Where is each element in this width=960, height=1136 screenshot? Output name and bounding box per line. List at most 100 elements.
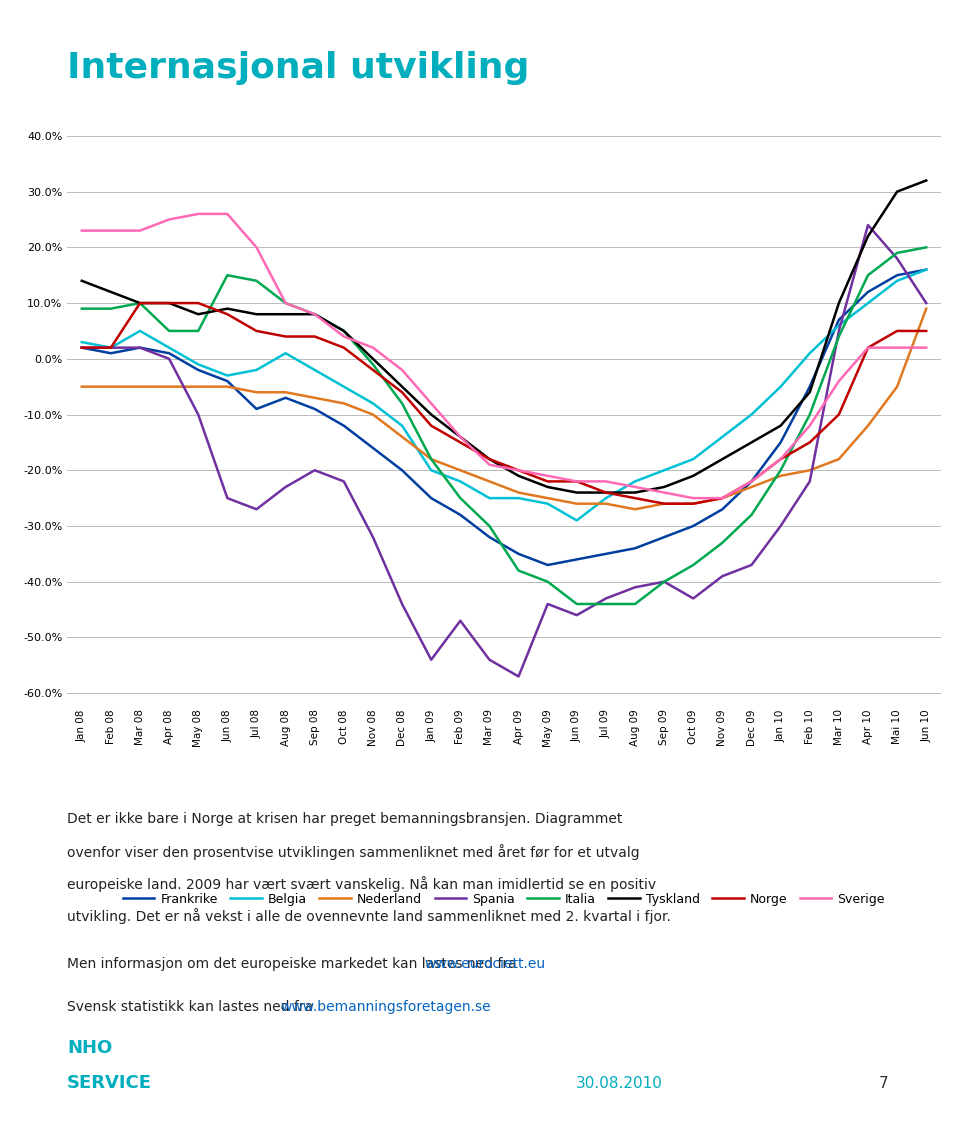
Spania	[396, 598, 408, 611]
Sverige	[251, 241, 262, 254]
Nederland	[571, 496, 583, 510]
Spania	[921, 296, 932, 310]
Text: 30.08.2010: 30.08.2010	[576, 1076, 662, 1091]
Belgia	[163, 341, 175, 354]
Italia	[396, 396, 408, 410]
Belgia	[367, 396, 378, 410]
Sverige	[222, 207, 233, 220]
Norge	[541, 475, 553, 488]
Italia	[105, 302, 117, 316]
Norge	[600, 486, 612, 500]
Norge	[891, 324, 902, 337]
Tyskland	[163, 296, 175, 310]
Tyskland	[513, 469, 524, 483]
Nederland	[454, 463, 466, 477]
Spania	[280, 481, 292, 494]
Italia	[862, 268, 874, 282]
Tyskland	[338, 324, 349, 337]
Frankrike	[716, 502, 728, 516]
Frankrike	[192, 364, 204, 377]
Nederland	[338, 396, 349, 410]
Spania	[600, 592, 612, 605]
Italia	[134, 296, 146, 310]
Spania	[833, 324, 845, 337]
Frankrike	[804, 379, 815, 393]
Frankrike	[425, 491, 437, 504]
Norge	[425, 419, 437, 433]
Nederland	[833, 452, 845, 466]
Belgia	[338, 379, 349, 393]
Frankrike	[105, 346, 117, 360]
Text: Det er ikke bare i Norge at krisen har preget bemanningsbransjen. Diagrammet: Det er ikke bare i Norge at krisen har p…	[67, 812, 623, 826]
Belgia	[571, 513, 583, 527]
Italia	[630, 598, 641, 611]
Spania	[484, 653, 495, 667]
Text: SERVICE: SERVICE	[67, 1074, 153, 1092]
Norge	[862, 341, 874, 354]
Norge	[134, 296, 146, 310]
Spania	[513, 669, 524, 683]
Frankrike	[134, 341, 146, 354]
Spania	[134, 341, 146, 354]
Text: www.eurociett.eu: www.eurociett.eu	[424, 957, 545, 970]
Spania	[163, 352, 175, 366]
Legend: Frankrike, Belgia, Nederland, Spania, Italia, Tyskland, Norge, Sverige: Frankrike, Belgia, Nederland, Spania, It…	[118, 888, 890, 911]
Norge	[921, 324, 932, 337]
Belgia	[280, 346, 292, 360]
Tyskland	[541, 481, 553, 494]
Belgia	[251, 364, 262, 377]
Text: utvikling. Det er nå vekst i alle de ovennevnte land sammenliknet med 2. kvartal: utvikling. Det er nå vekst i alle de ove…	[67, 908, 671, 924]
Italia	[513, 563, 524, 577]
Nederland	[396, 431, 408, 444]
Nederland	[425, 452, 437, 466]
Norge	[367, 364, 378, 377]
Norge	[192, 296, 204, 310]
Frankrike	[891, 268, 902, 282]
Sverige	[804, 419, 815, 433]
Sverige	[687, 491, 699, 504]
Belgia	[746, 408, 757, 421]
Sverige	[659, 486, 670, 500]
Frankrike	[396, 463, 408, 477]
Norge	[716, 491, 728, 504]
Sverige	[280, 296, 292, 310]
Spania	[251, 502, 262, 516]
Nederland	[891, 379, 902, 393]
Sverige	[309, 308, 321, 321]
Norge	[659, 496, 670, 510]
Norge	[804, 435, 815, 449]
Belgia	[891, 274, 902, 287]
Tyskland	[134, 296, 146, 310]
Frankrike	[571, 552, 583, 566]
Nederland	[746, 481, 757, 494]
Spania	[367, 531, 378, 544]
Spania	[746, 558, 757, 571]
Belgia	[134, 324, 146, 337]
Norge	[833, 408, 845, 421]
Tyskland	[251, 308, 262, 321]
Tyskland	[105, 285, 117, 299]
Text: europeiske land. 2009 har vært svært vanskelig. Nå kan man imidlertid se en posi: europeiske land. 2009 har vært svært van…	[67, 876, 657, 892]
Belgia	[804, 346, 815, 360]
Line: Norge: Norge	[82, 303, 926, 503]
Nederland	[659, 496, 670, 510]
Nederland	[280, 385, 292, 399]
Belgia	[454, 475, 466, 488]
Spania	[571, 609, 583, 623]
Spania	[687, 592, 699, 605]
Tyskland	[775, 419, 786, 433]
Spania	[222, 491, 233, 504]
Italia	[163, 324, 175, 337]
Tyskland	[192, 308, 204, 321]
Tyskland	[862, 229, 874, 243]
Frankrike	[76, 341, 87, 354]
Belgia	[396, 419, 408, 433]
Line: Frankrike: Frankrike	[82, 269, 926, 565]
Sverige	[716, 491, 728, 504]
Italia	[804, 408, 815, 421]
Norge	[746, 475, 757, 488]
Nederland	[513, 486, 524, 500]
Sverige	[367, 341, 378, 354]
Norge	[630, 491, 641, 504]
Tyskland	[454, 431, 466, 444]
